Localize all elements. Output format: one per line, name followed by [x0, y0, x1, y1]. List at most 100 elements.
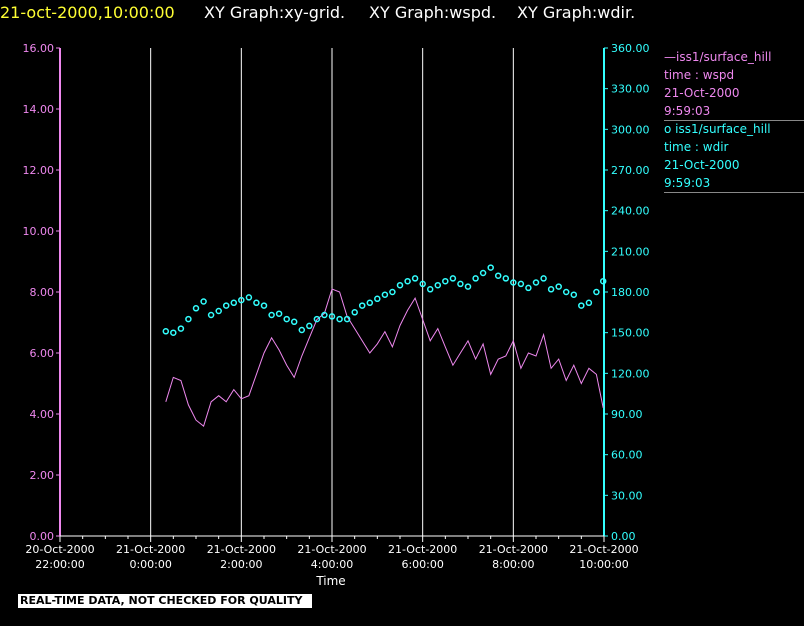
axes: 0.00 2.00 4.00 6.00 8.00 10.00 12.00 14.00 16.00…	[23, 42, 650, 571]
series-point-wdir	[547, 286, 555, 293]
series-point-wdir	[525, 284, 532, 292]
series-point-wdir	[389, 288, 396, 296]
series-point-wdir	[396, 281, 404, 289]
left-y-tick-label: 12.00	[23, 164, 55, 177]
x-tick-label-date: 20-Oct-2000	[25, 543, 94, 556]
series-point-wdir	[366, 299, 374, 307]
vertical-grid	[150, 48, 514, 536]
plot-series	[162, 264, 607, 428]
series-point-wdir	[162, 328, 170, 335]
series-point-wdir	[411, 275, 419, 282]
x-tick-label-time: 2:00:00	[220, 558, 262, 571]
graph-title-xy-grid: XY Graph:xy-grid.	[204, 3, 346, 22]
graph-title-wdir: XY Graph:wdir.	[517, 3, 636, 22]
left-y-tick-label: 16.00	[23, 42, 55, 55]
series-point-wdir	[464, 283, 472, 290]
series-point-wdir	[419, 280, 426, 288]
x-tick-label-time: 0:00:00	[129, 558, 171, 571]
series-point-wdir	[374, 295, 381, 303]
series-point-wdir	[245, 294, 253, 301]
series-point-wdir	[343, 315, 351, 323]
series-point-wdir	[599, 277, 607, 285]
legend-wspd-source: —iss1/surface_hill	[664, 50, 772, 64]
series-point-wdir	[434, 281, 442, 289]
series-point-wdir	[570, 291, 578, 298]
left-y-tick-label: 6.00	[30, 347, 55, 360]
legend-divider	[664, 120, 804, 121]
series-point-wdir	[593, 288, 600, 296]
graph-title-wspd: XY Graph:wspd.	[369, 3, 497, 22]
series-point-wdir	[260, 302, 268, 309]
x-tick-label-date: 21-Oct-2000	[116, 543, 185, 556]
series-point-wdir	[230, 299, 238, 307]
series-point-wdir	[585, 299, 593, 307]
right-y-tick-label: 270.00	[611, 164, 650, 177]
legend-divider	[664, 192, 804, 193]
left-y-tick-label: 8.00	[30, 286, 55, 299]
x-tick-label-time: 8:00:00	[492, 558, 534, 571]
series-point-wdir	[494, 272, 502, 279]
left-y-tick-label: 10.00	[23, 225, 55, 238]
series-point-wdir	[351, 309, 358, 316]
x-tick-label-date: 21-Oct-2000	[207, 543, 276, 556]
legend-wspd-time: 9:59:03	[664, 104, 711, 118]
x-tick-label-date: 21-Oct-2000	[479, 543, 548, 556]
legend-wdir-source: o iss1/surface_hill	[664, 122, 771, 136]
series-point-wdir	[321, 311, 328, 319]
legend-wspd: —iss1/surface_hill time : wspd 21-Oct-20…	[664, 48, 804, 121]
series-point-wdir	[313, 315, 321, 323]
series-point-wdir	[479, 269, 487, 277]
series-point-wdir	[510, 279, 517, 286]
series-point-wdir	[328, 313, 336, 320]
series-point-wdir	[404, 277, 411, 285]
right-y-tick-label: 90.00	[611, 408, 643, 421]
series-point-wdir	[290, 318, 298, 326]
series-point-wdir	[253, 299, 260, 307]
series-point-wdir	[540, 275, 547, 282]
series-point-wdir	[275, 310, 283, 317]
series-point-wdir	[562, 288, 570, 296]
series-point-wdir	[517, 280, 525, 288]
left-y-tick-label: 2.00	[30, 469, 55, 482]
x-tick-label-time: 4:00:00	[311, 558, 353, 571]
series-point-wdir	[442, 277, 449, 285]
legend-wdir: o iss1/surface_hill time : wdir 21-Oct-2…	[664, 120, 804, 193]
series-line-wspd	[165, 288, 604, 428]
right-y-tick-label: 240.00	[611, 205, 650, 218]
series-point-wdir	[487, 264, 494, 271]
legend-circle-marker-icon: o	[664, 122, 672, 136]
series-point-wdir	[381, 291, 389, 298]
legend-wspd-var: time : wspd	[664, 68, 735, 82]
series-point-wdir	[200, 298, 207, 305]
series-point-wdir	[555, 283, 562, 290]
x-tick-label-date: 21-Oct-2000	[388, 543, 457, 556]
right-y-tick-label: 210.00	[611, 245, 650, 258]
legend-line-marker-icon: —	[664, 50, 676, 64]
series-point-wdir	[457, 280, 464, 288]
series-point-wdir	[177, 325, 185, 332]
series-point-wdir	[532, 279, 540, 286]
left-y-tick-label: 4.00	[30, 408, 55, 421]
right-y-tick-label: 0.00	[611, 530, 636, 543]
x-tick-label-time: 22:00:00	[35, 558, 84, 571]
series-point-wdir	[449, 275, 457, 282]
quality-warning-banner: REAL-TIME DATA, NOT CHECKED FOR QUALITY	[18, 594, 312, 608]
series-point-wdir	[215, 307, 222, 315]
series-point-wdir	[185, 315, 192, 323]
series-point-wdir	[170, 329, 177, 336]
series-point-wdir	[578, 302, 585, 309]
legend-wdir-date: 21-Oct-2000	[664, 158, 740, 172]
legend-wdir-time: 9:59:03	[664, 176, 711, 190]
series-point-wdir	[502, 275, 510, 282]
series-point-wdir	[238, 296, 245, 304]
series-point-wdir	[192, 305, 200, 312]
right-y-tick-label: 360.00	[611, 42, 650, 55]
x-tick-label-time: 6:00:00	[401, 558, 443, 571]
legend-wspd-date: 21-Oct-2000	[664, 86, 740, 100]
x-tick-label-date: 21-Oct-2000	[297, 543, 366, 556]
x-axis-label: Time	[315, 574, 345, 588]
right-y-tick-label: 120.00	[611, 367, 650, 380]
series-point-wdir	[298, 326, 306, 334]
series-point-wdir	[268, 311, 275, 319]
series-point-wdir	[283, 315, 290, 323]
